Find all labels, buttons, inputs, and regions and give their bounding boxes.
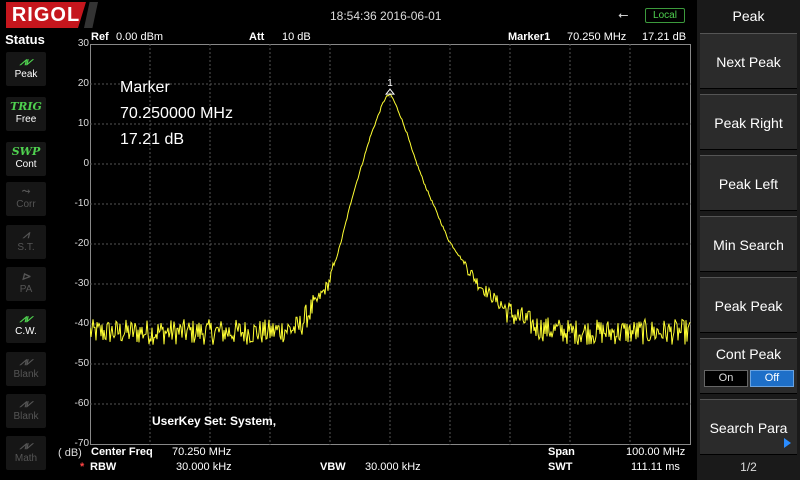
marker-frequency: 70.250000 MHz [120,105,233,122]
sweep-icon: SWP [11,145,41,158]
spectrum-plot[interactable]: 1 [90,44,691,445]
vbw-label: VBW [320,461,346,473]
peak-right-button[interactable]: Peak Right [700,94,797,150]
peak-peak-button[interactable]: Peak Peak [700,277,797,333]
y-tick-label: 20 [77,78,89,89]
y-tick-label: 10 [77,118,89,129]
status-label: S.T. [17,242,35,253]
status-title: Status [5,32,45,47]
status-pa[interactable]: ⊳ PA [6,267,46,301]
userkey-set: UserKey Set: System, [152,414,277,428]
rbw-manual-star: * [80,461,85,473]
center-freq-value: 70.250 MHz [172,446,232,458]
datetime: 18:54:36 2016-06-01 [330,9,442,23]
marker-diamond [384,88,396,95]
ref-label: Ref [91,31,109,43]
local-badge[interactable]: Local [645,8,685,23]
status-cw[interactable]: ⩘⩗ C.W. [6,309,46,343]
y-tick-label: -40 [74,318,89,329]
st-icon: ⩘ [22,228,30,241]
y-tick-label: -60 [74,398,89,409]
span-label: Span [548,446,575,458]
vbw-value: 30.000 kHz [365,461,421,473]
y-tick-label: -20 [74,238,89,249]
top-bar [0,0,697,30]
cont-peak-button[interactable]: Cont Peak On Off [700,338,797,394]
status-trig[interactable]: TRIG Free [6,97,46,131]
search-para-button[interactable]: Search Para [700,399,797,455]
status-label: Peak [14,69,38,80]
status-label: C.W. [15,326,37,337]
marker1-freq: 70.250 MHz [567,31,627,43]
pa-icon: ⊳ [21,270,31,283]
rbw-value: 30.000 kHz [176,461,232,473]
status-label: Corr [16,199,36,210]
att-label: Att [249,31,265,43]
search-para-label: Search Para [709,420,788,436]
center-freq-label: Center Freq [91,446,153,458]
status-label: Free [15,114,37,125]
unit-label: ( dB) [58,447,82,459]
span-value: 100.00 MHz [626,446,686,458]
swt-label: SWT [548,461,573,473]
ref-value: 0.00 dBm [116,31,164,43]
y-tick-label: -10 [74,198,89,209]
cont-peak-label: Cont Peak [715,346,782,362]
status-label: Blank [13,411,39,422]
swt-value: 111.11 ms [631,461,680,473]
menu-title: Peak [732,8,765,24]
blank-icon: ⩘⩗ [19,355,33,368]
marker1-level: 17.21 dB [642,31,687,43]
y-tick-label: -50 [74,358,89,369]
rigol-logo: RIGOL [6,2,86,28]
min-search-button[interactable]: Min Search [700,216,797,272]
next-peak-button[interactable]: Next Peak [700,33,797,89]
status-label: PA [19,284,33,295]
marker-title: Marker [120,79,170,96]
cont-peak-off[interactable]: Off [750,370,794,387]
math-icon: ⩘⩗ [19,439,33,452]
status-label: Blank [13,369,39,380]
marker-number-label: 1 [387,78,393,89]
trig-icon: TRIG [10,100,42,113]
cont-peak-on[interactable]: On [704,370,748,387]
y-tick-label: 0 [83,158,89,169]
status-st[interactable]: ⩘ S.T. [6,225,46,259]
cw-icon: ⩘⩗ [19,312,33,325]
corr-icon: ⤳ [21,185,31,198]
blank-icon: ⩘⩗ [19,397,33,410]
y-tick-label: -70 [74,438,89,449]
status-corr[interactable]: ⤳ Corr [6,182,46,216]
submenu-arrow-icon [784,438,791,448]
status-blank-2[interactable]: ⩘⩗ Blank [6,394,46,428]
status-math[interactable]: ⩘⩗ Math [6,436,46,470]
att-value: 10 dB [282,31,311,43]
status-label: Cont [15,159,37,170]
marker-readout: Marker 70.250000 MHz 17.21 dB [120,75,233,153]
peak-left-button[interactable]: Peak Left [700,155,797,211]
marker1-label: Marker1 [508,31,551,43]
status-label: Math [14,453,38,464]
y-tick-label: 30 [77,38,89,49]
marker-level: 17.21 dB [120,131,185,148]
usb-icon: ⭠ [618,7,629,22]
rbw-label: RBW [90,461,117,473]
menu-page-number: 1/2 [740,460,757,474]
status-peak[interactable]: ⩘⩗ Peak [6,52,46,86]
y-tick-label: -30 [74,278,89,289]
status-blank-1[interactable]: ⩘⩗ Blank [6,352,46,386]
peak-icon: ⩘⩗ [19,55,33,68]
status-sweep[interactable]: SWP Cont [6,142,46,176]
